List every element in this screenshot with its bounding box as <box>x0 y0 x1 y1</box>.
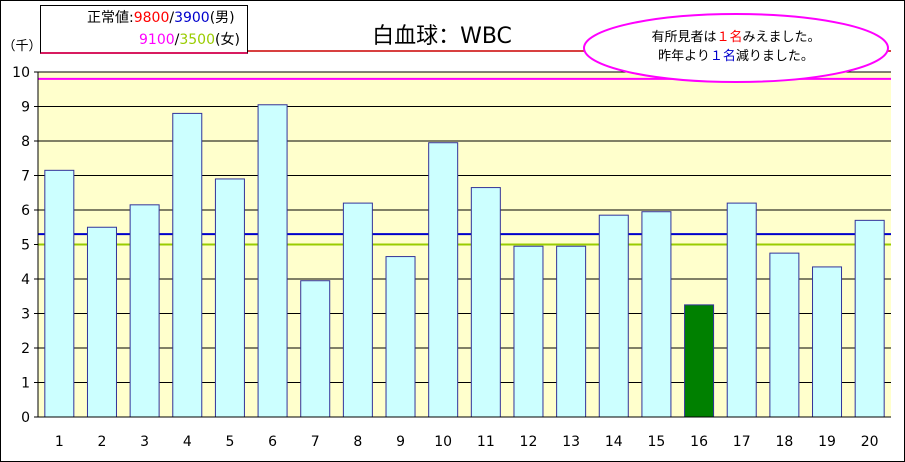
y-tick-label: 7 <box>21 169 30 185</box>
bar <box>44 169 75 418</box>
y-tick-label: 4 <box>21 272 30 288</box>
bar <box>428 142 459 418</box>
x-tick-label: 16 <box>690 434 708 450</box>
x-tick-label: 11 <box>477 434 495 450</box>
y-tick-label: 10 <box>12 65 30 81</box>
legend-sep-female: / <box>174 32 180 48</box>
axes: 1 2 3 4 5 6 7 8 9 10 11 12 13 14 15 16 17 18 19 20012345678… <box>12 65 891 450</box>
note-line1-pre: 有所見者は <box>651 30 717 45</box>
bar <box>385 256 416 418</box>
y-unit-label: （千） <box>2 39 41 54</box>
x-tick-label: 13 <box>562 434 580 450</box>
bar <box>726 202 757 418</box>
legend-male-tag: (男) <box>209 10 235 26</box>
bar <box>257 104 288 418</box>
note-line-2: 昨年より１名減りました。 <box>586 47 886 66</box>
bars <box>44 104 885 418</box>
bar <box>129 204 160 418</box>
y-tick-label: 1 <box>21 376 30 392</box>
bar <box>641 211 672 418</box>
x-tick-label: 19 <box>818 434 836 450</box>
legend-female-line: 9100/3500(女) <box>139 30 247 50</box>
note-line-1: 有所見者は１名みえました。 <box>586 28 886 47</box>
x-tick-label: 17 <box>733 434 751 450</box>
y-tick-label: 2 <box>21 341 30 357</box>
x-tick-label: 4 <box>183 434 192 450</box>
bar <box>470 187 501 418</box>
y-tick-label: 5 <box>21 238 30 254</box>
note-text: 有所見者は１名みえました。 昨年より１名減りました。 <box>586 28 886 66</box>
legend-label: 正常値: <box>87 10 134 26</box>
x-tick-label: 6 <box>268 434 277 450</box>
bar <box>556 245 587 418</box>
y-tick-label: 8 <box>21 134 30 150</box>
bar <box>342 202 373 418</box>
x-tick-label: 3 <box>140 434 149 450</box>
x-tick-label: 7 <box>311 434 320 450</box>
legend-male-low: 3900 <box>174 10 210 26</box>
note-line1-post: みえました。 <box>742 30 821 45</box>
x-tick-label: 9 <box>396 434 405 450</box>
bar <box>172 112 203 418</box>
x-tick-label: 1 <box>55 434 64 450</box>
bar <box>598 214 629 418</box>
bar <box>812 266 843 418</box>
note-line2-post: 減りました。 <box>735 49 814 64</box>
note-line2-num: １名 <box>709 49 736 64</box>
bar <box>300 280 331 418</box>
x-tick-label: 18 <box>775 434 793 450</box>
note-line1-num: １名 <box>716 30 743 45</box>
x-tick-label: 14 <box>605 434 623 450</box>
bar <box>854 219 885 418</box>
bar-highlighted <box>684 304 715 418</box>
legend-female-tag: (女) <box>215 32 240 48</box>
legend-male-line: 正常値:9800/3900(男) <box>87 8 247 28</box>
x-tick-label: 12 <box>520 434 538 450</box>
bar <box>214 178 245 418</box>
legend-female-low: 3500 <box>179 32 215 48</box>
note-ellipse <box>583 13 889 83</box>
legend-male-high: 9800 <box>133 10 170 26</box>
bar <box>513 245 544 418</box>
x-tick-label: 8 <box>353 434 362 450</box>
normal-range-legend: 正常値:9800/3900(男) 9100/3500(女) <box>40 5 248 54</box>
y-tick-label: 6 <box>21 203 30 219</box>
y-tick-label: 3 <box>21 307 30 323</box>
legend-sep-male: / <box>169 10 175 26</box>
y-tick-label: 9 <box>21 100 30 116</box>
bar <box>769 252 800 418</box>
chart-title: 白血球：WBC <box>372 24 512 49</box>
x-tick-label: 15 <box>648 434 666 450</box>
x-tick-label: 2 <box>98 434 107 450</box>
x-tick-label: 5 <box>225 434 234 450</box>
x-tick-label: 10 <box>434 434 452 450</box>
y-tick-label: 0 <box>21 410 30 426</box>
legend-female-high: 9100 <box>139 32 175 48</box>
bar <box>86 226 117 418</box>
note-line2-pre: 昨年より <box>658 49 710 64</box>
x-tick-label: 20 <box>861 434 879 450</box>
